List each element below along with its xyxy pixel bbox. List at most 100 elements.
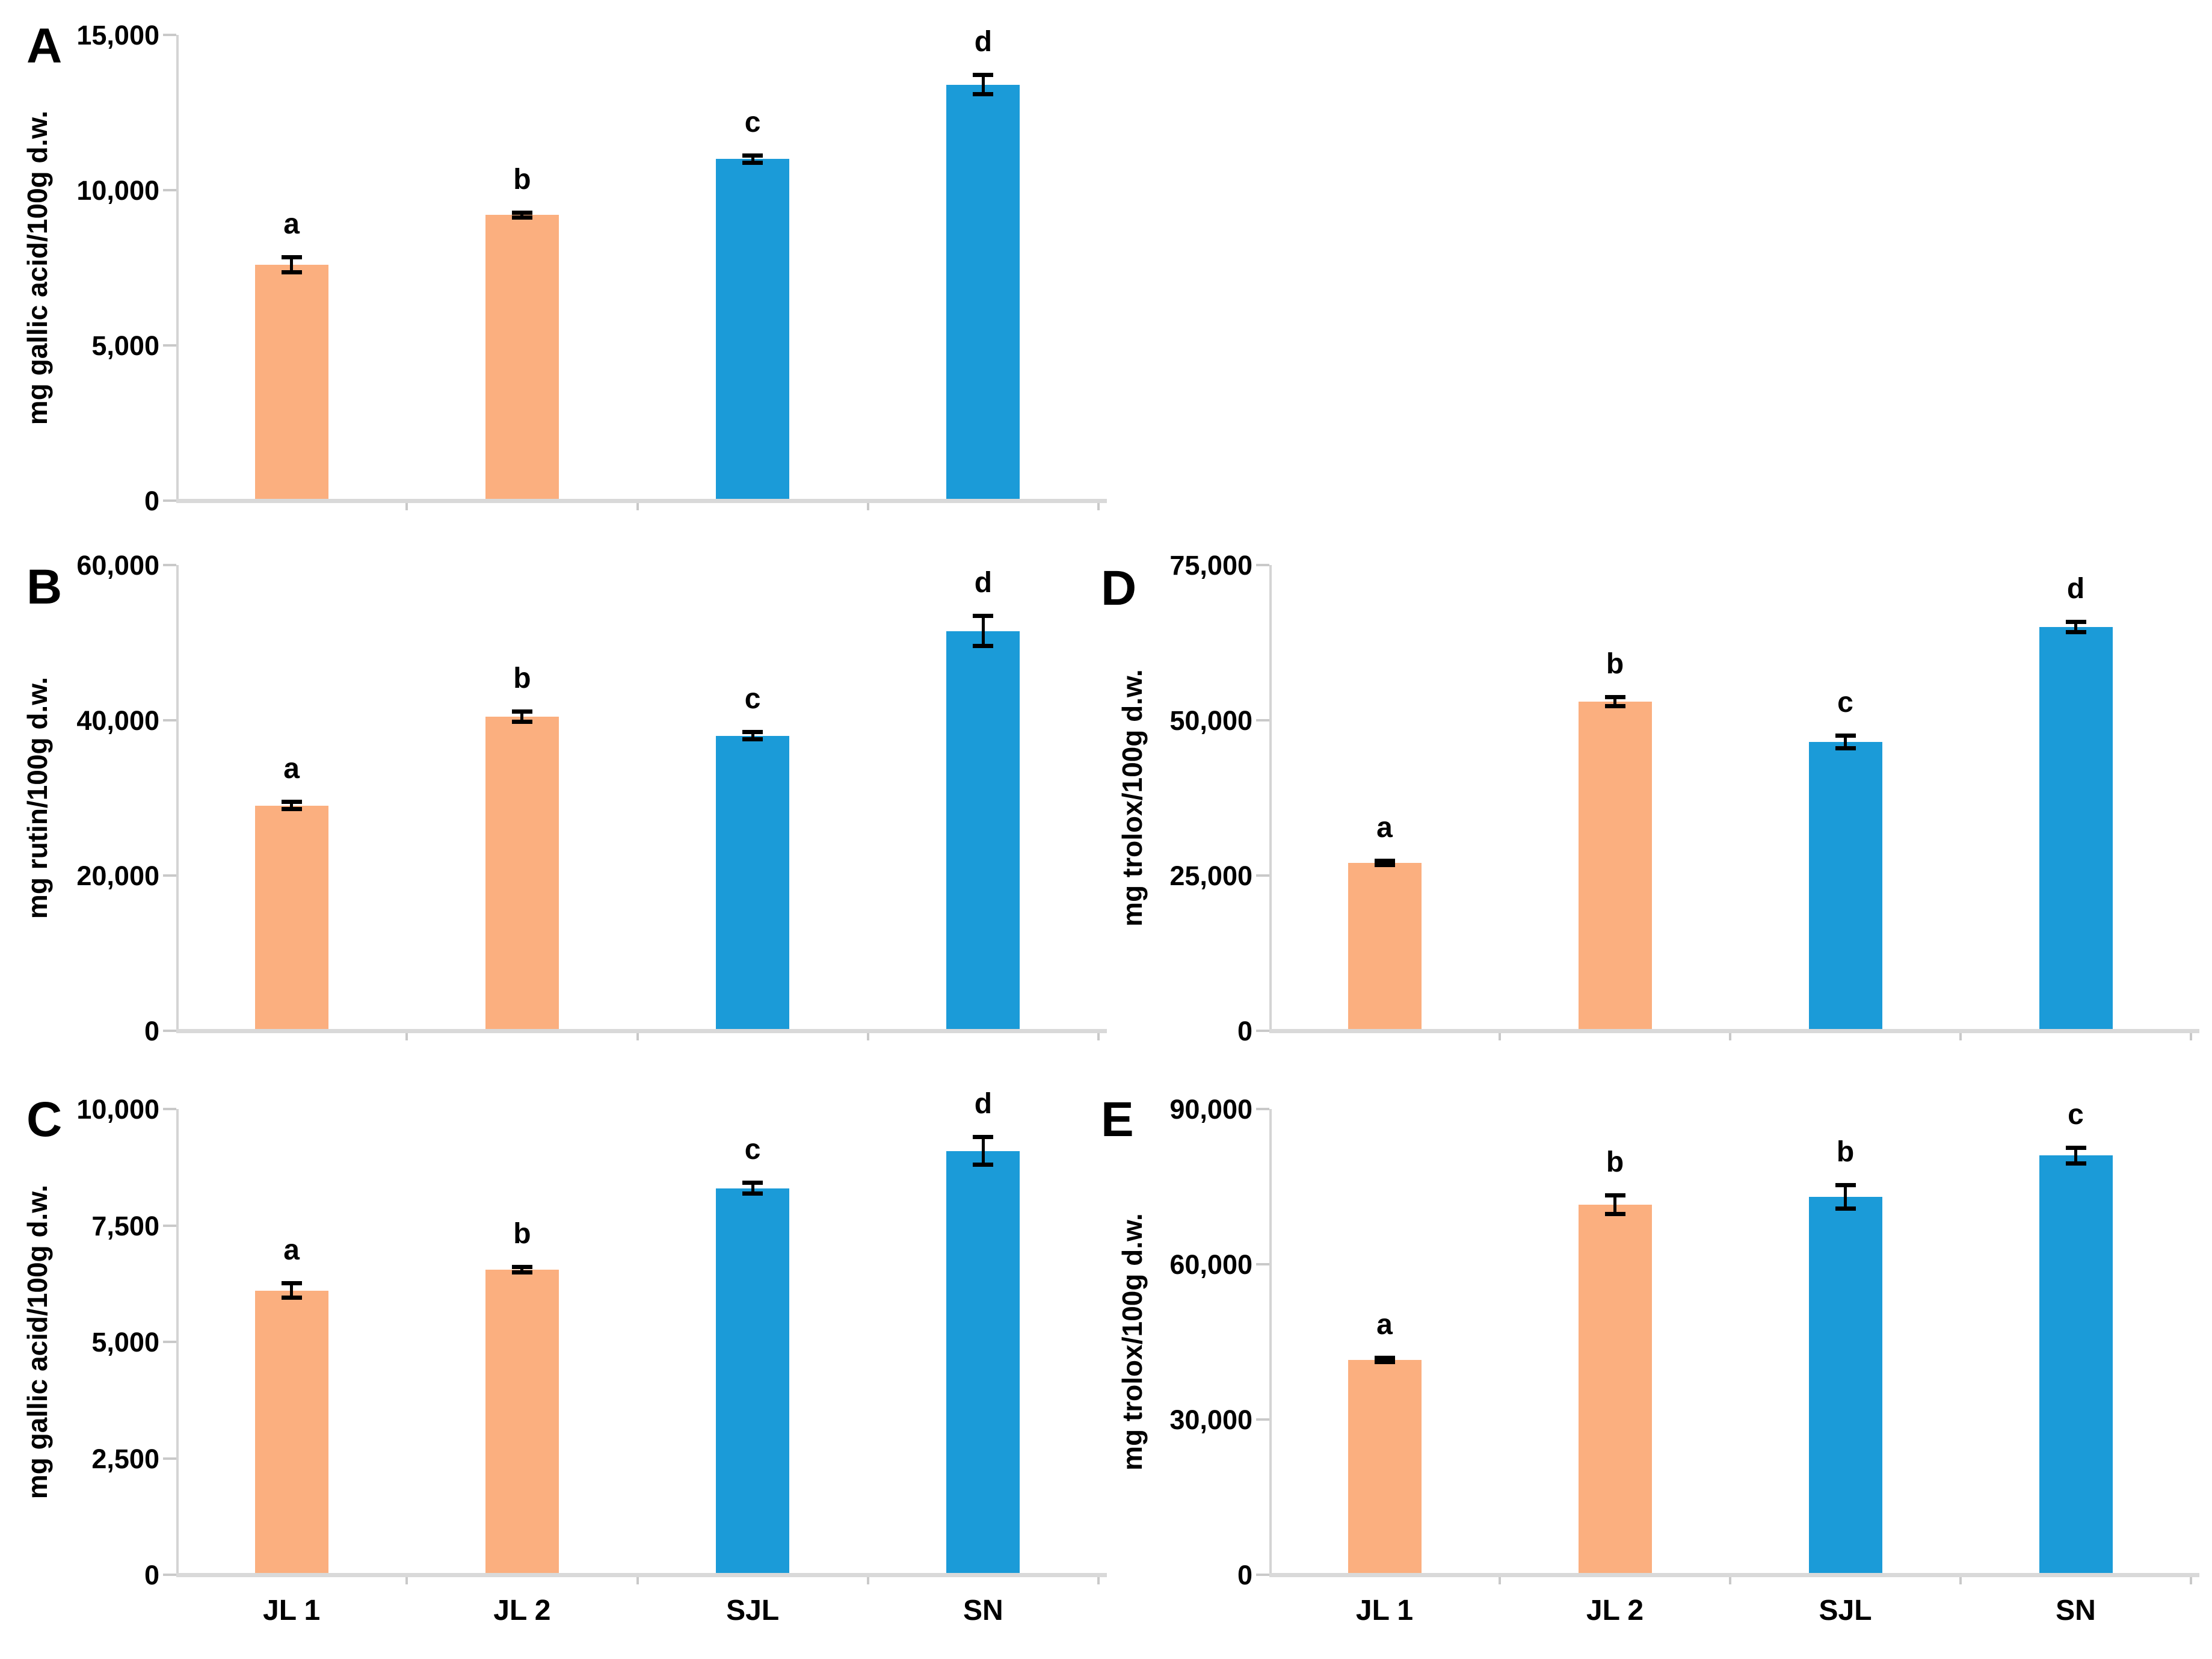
y-tick-label: 7,500	[91, 1210, 159, 1241]
error-bar-cap-bottom	[742, 1191, 763, 1196]
sig-letter-sjl: c	[744, 683, 761, 715]
sig-letter-jl-1: a	[283, 753, 300, 785]
error-bar-cap-bottom	[1604, 1212, 1625, 1217]
x-tick-mark	[636, 1031, 639, 1040]
x-tick-mark	[866, 1575, 869, 1584]
x-label-jl-1: JL 1	[263, 1595, 321, 1627]
sig-letter-jl-1: a	[1376, 812, 1393, 844]
error-bar-sjl	[751, 1182, 754, 1194]
chart-panel-e: E mg trolox/100g d.w. 0 30,000 60,000 90,00…	[1095, 1060, 2212, 1659]
x-tick-mark	[405, 1575, 408, 1584]
x-label-sn: SN	[2056, 1595, 2096, 1627]
y-tick-mark	[1256, 1263, 1269, 1265]
error-bar-cap-bottom	[2065, 630, 2086, 635]
chart-panel-d: D mg trolox/100g d.w. 0 25,000 50,000 75,00…	[1095, 530, 2212, 1060]
x-tick-mark	[2190, 1031, 2192, 1040]
y-tick-label: 40,000	[76, 705, 159, 736]
bar-jl-1	[254, 805, 328, 1031]
error-bar-sn	[2074, 1147, 2077, 1164]
y-tick-mark	[1256, 719, 1269, 721]
y-tick-mark	[163, 34, 176, 36]
bar-sjl	[716, 159, 790, 501]
sig-letter-sjl: c	[744, 1134, 761, 1166]
y-axis-title: mg rutin/100g d.w.	[22, 676, 53, 919]
y-tick-mark	[163, 1224, 176, 1227]
sig-letter-sn: d	[2066, 572, 2085, 605]
error-bar-cap-top	[511, 210, 532, 215]
error-bar-sjl	[1844, 735, 1847, 749]
sig-letter-jl-2: b	[513, 163, 531, 196]
error-bar-cap-bottom	[973, 1162, 994, 1167]
x-tick-mark	[1097, 1575, 1100, 1584]
error-bar-jl-1	[290, 256, 294, 273]
error-bar-cap-top	[511, 709, 532, 714]
bar-sjl	[716, 1188, 790, 1575]
x-tick-mark	[1097, 1031, 1100, 1040]
x-tick-mark	[1097, 501, 1100, 510]
error-bar-cap-bottom	[742, 161, 763, 165]
y-tick-mark	[163, 1341, 176, 1343]
y-tick-label: 20,000	[76, 860, 159, 891]
error-bar-cap-bottom	[973, 92, 994, 97]
y-tick-mark	[163, 1108, 176, 1110]
error-bar-cap-top	[742, 730, 763, 735]
bar-sn	[946, 1151, 1020, 1575]
error-bar-cap-bottom	[281, 270, 302, 274]
error-bar-cap-top	[1604, 694, 1625, 699]
y-tick-label: 0	[1237, 1016, 1252, 1046]
y-axis-title: mg trolox/100g d.w.	[1117, 1213, 1148, 1471]
error-bar-jl-1	[290, 1283, 294, 1299]
error-bar-cap-bottom	[1835, 746, 1856, 751]
x-label-sjl: SJL	[1819, 1595, 1872, 1627]
y-tick-label: 25,000	[1169, 860, 1252, 891]
error-bar-jl-2	[520, 711, 524, 722]
error-bar-cap-bottom	[742, 737, 763, 742]
bar-jl-2	[485, 215, 559, 501]
y-tick-label: 10,000	[76, 1094, 159, 1125]
error-bar-cap-bottom	[511, 719, 532, 724]
error-bar-sn	[981, 75, 985, 95]
x-label-sjl: SJL	[726, 1595, 780, 1627]
y-tick-label: 50,000	[1169, 705, 1252, 736]
y-axis-line	[1269, 1109, 1272, 1577]
sig-letter-sjl: b	[1836, 1136, 1855, 1169]
error-bar-cap-bottom	[2065, 1161, 2086, 1166]
error-bar-cap-top	[1374, 859, 1395, 863]
error-bar-cap-bottom	[1835, 1206, 1856, 1211]
panel-label-b: B	[26, 560, 63, 614]
bar-jl-2	[485, 716, 559, 1031]
error-bar-jl-1	[1383, 1357, 1386, 1363]
y-tick-label: 30,000	[1169, 1404, 1252, 1435]
sig-letter-jl-1: a	[283, 208, 300, 240]
error-bar-cap-top	[281, 800, 302, 805]
y-tick-label: 0	[144, 486, 159, 516]
error-bar-cap-top	[973, 1135, 994, 1140]
bar-jl-1	[1348, 1360, 1422, 1575]
error-bar-cap-top	[973, 613, 994, 618]
sig-letter-jl-2: b	[513, 1217, 531, 1250]
panel-label-e: E	[1101, 1092, 1134, 1147]
error-bar-cap-bottom	[511, 1270, 532, 1275]
panel-label-a: A	[26, 19, 63, 73]
x-label-jl-2: JL 2	[493, 1595, 551, 1627]
x-tick-mark	[405, 1031, 408, 1040]
x-tick-mark	[1959, 1031, 1962, 1040]
bar-jl-2	[1578, 702, 1652, 1031]
error-bar-jl-2	[520, 212, 524, 218]
error-bar-sjl	[1844, 1185, 1847, 1209]
panel-label-c: C	[26, 1092, 63, 1147]
y-tick-mark	[163, 719, 176, 721]
error-bar-cap-top	[973, 73, 994, 78]
y-axis-line	[176, 35, 179, 502]
x-tick-mark	[866, 1031, 869, 1040]
x-tick-mark	[1729, 1575, 1731, 1584]
y-tick-label: 75,000	[1169, 550, 1252, 581]
y-tick-label: 60,000	[1169, 1249, 1252, 1280]
error-bar-jl-1	[290, 802, 294, 810]
y-tick-mark	[1256, 1418, 1269, 1421]
x-tick-mark	[2190, 1575, 2192, 1584]
y-tick-mark	[1256, 564, 1269, 566]
error-bar-cap-top	[1835, 733, 1856, 738]
y-tick-label: 0	[1237, 1560, 1252, 1590]
